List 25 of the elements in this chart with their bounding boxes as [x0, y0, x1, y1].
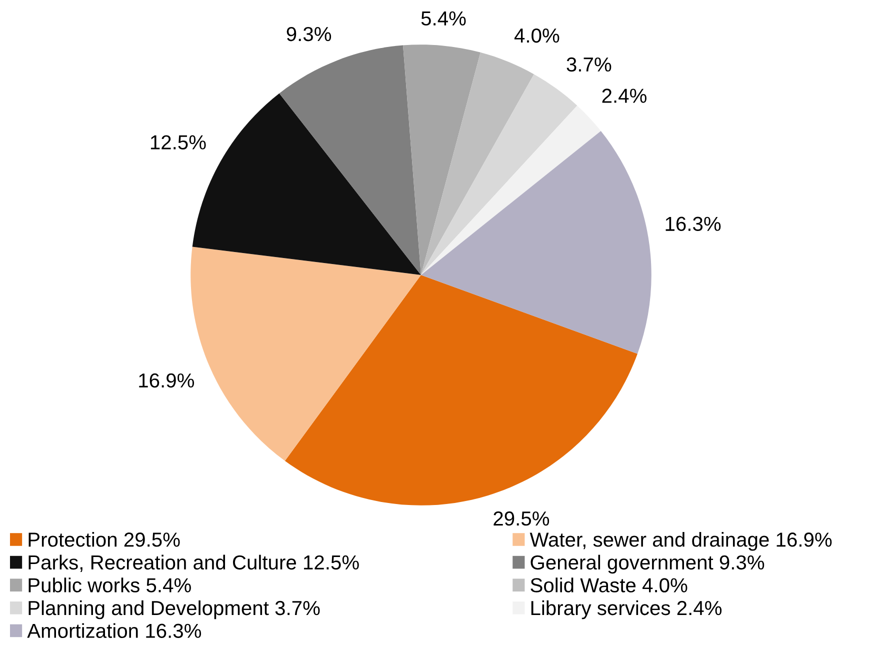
legend-label: Parks, Recreation and Culture 12.5%	[28, 554, 359, 572]
pie-slice	[279, 45, 421, 275]
data-label: 16.9%	[139, 373, 194, 388]
legend-label: Protection 29.5%	[28, 532, 180, 547]
legend-label: Public works 5.4%	[28, 578, 191, 592]
data-label: 16.3%	[666, 216, 721, 232]
pie-slice	[284, 275, 638, 506]
legend-label: Library services 2.4%	[531, 600, 722, 620]
data-label: 9.3%	[286, 26, 332, 42]
pie-slice	[421, 52, 534, 275]
pie-slice	[421, 74, 578, 275]
pie-slice	[421, 106, 601, 275]
data-label: 5.4%	[421, 11, 466, 26]
data-label: 29.5%	[494, 511, 550, 526]
legend-label: Planning and Development 3.7%	[28, 600, 320, 620]
legend-label: Water, sewer and drainage 16.9%	[530, 532, 832, 551]
pie-slice	[403, 44, 480, 275]
pie-slice	[421, 131, 652, 354]
legend-label: Amortization 16.3%	[27, 623, 202, 638]
legend-label: Solid Waste 4.0%	[530, 578, 688, 592]
data-label: 12.5%	[150, 135, 206, 150]
data-label: 2.4%	[602, 88, 646, 103]
data-label: 3.7%	[566, 57, 612, 72]
legend-label: General government 9.3%	[530, 554, 764, 574]
data-label: 4.0%	[514, 28, 560, 43]
